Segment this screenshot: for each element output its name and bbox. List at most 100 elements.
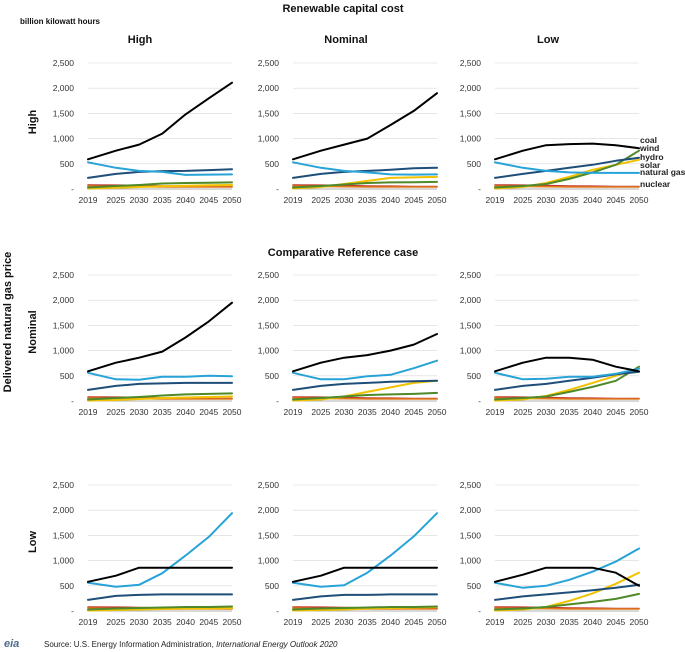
x-tick-label: 2050 — [223, 617, 242, 627]
x-tick-label: 2025 — [513, 617, 532, 627]
series-line-wind — [494, 149, 640, 189]
x-tick-label: 2050 — [428, 407, 447, 417]
panel-high-high: - 500 1,000 1,500 2,000 2,500 2019 2025 2030 2035… — [53, 58, 242, 205]
y-tick-label: 1,500 — [53, 530, 75, 540]
row-title-nominal: Nominal — [27, 310, 39, 353]
y-tick-label: 2,500 — [53, 270, 75, 280]
series-line-wind — [494, 592, 640, 611]
legend-entry-natural-gas: natural gas — [640, 167, 685, 177]
x-tick-label: 2045 — [606, 407, 625, 417]
y-tick-label: 500 — [60, 159, 74, 169]
x-tick-label: 2045 — [199, 195, 218, 205]
x-tick-label: 2045 — [199, 407, 218, 417]
y-tick-label: 500 — [265, 159, 279, 169]
y-tick-label: 1,500 — [460, 320, 482, 330]
figure-title: Renewable capital cost — [282, 3, 403, 15]
series-line-coal — [494, 356, 640, 373]
x-tick-label: 2025 — [311, 617, 330, 627]
series-line-coal — [292, 92, 438, 161]
series-line-coal — [494, 566, 640, 587]
series-line-natural-gas — [292, 512, 438, 588]
y-tick-label: 500 — [467, 581, 481, 591]
x-tick-label: 2045 — [606, 617, 625, 627]
x-tick-label: 2030 — [335, 195, 354, 205]
panel-low-nominal: - 500 1,000 1,500 2,000 2,500 2019 2025 2030 2035… — [258, 480, 447, 627]
y-tick-label: 2,500 — [258, 480, 280, 490]
x-tick-label: 2040 — [176, 617, 195, 627]
source-text: Source: U.S. Energy Information Administ… — [44, 640, 338, 649]
x-tick-label: 2030 — [335, 617, 354, 627]
y-tick-label: - — [478, 606, 481, 616]
y-tick-label: 1,000 — [258, 134, 280, 144]
x-tick-label: 2019 — [284, 617, 303, 627]
series-line-natural-gas — [292, 359, 438, 381]
y-tick-label: 1,500 — [258, 530, 280, 540]
series-line-wind — [87, 605, 233, 611]
y-tick-label: 500 — [60, 581, 74, 591]
x-tick-label: 2040 — [176, 195, 195, 205]
small-multiples: - 500 1,000 1,500 2,000 2,500 2019 2025 2030 2035… — [53, 58, 649, 627]
x-tick-label: 2030 — [537, 195, 556, 205]
y-tick-label: 2,000 — [460, 295, 482, 305]
y-tick-label: 1,000 — [258, 346, 280, 356]
x-tick-label: 2030 — [537, 617, 556, 627]
y-tick-label: 1,500 — [258, 108, 280, 118]
x-tick-label: 2030 — [130, 407, 149, 417]
series-line-natural-gas — [87, 371, 233, 381]
y-tick-label: 2,000 — [53, 295, 75, 305]
series-line-coal — [87, 566, 233, 583]
x-tick-label: 2050 — [630, 195, 649, 205]
column-title-low: Low — [537, 34, 559, 46]
x-tick-label: 2019 — [79, 617, 98, 627]
panel-nominal-low: - 500 1,000 1,500 2,000 2,500 2019 2025 2030 2035… — [460, 270, 649, 417]
series-line-natural-gas — [494, 367, 640, 381]
y-tick-label: 1,000 — [53, 556, 75, 566]
x-tick-label: 2050 — [428, 617, 447, 627]
panel-low-low: - 500 1,000 1,500 2,000 2,500 2019 2025 2030 2035… — [460, 480, 649, 627]
y-tick-label: 500 — [467, 159, 481, 169]
panel-nominal-nominal: - 500 1,000 1,500 2,000 2,500 2019 2025 2030 2035… — [258, 270, 447, 417]
series-line-coal — [292, 566, 438, 583]
series-line-hydro — [292, 379, 438, 391]
series-line-coal — [292, 333, 438, 373]
series-line-coal — [87, 301, 233, 373]
series-line-wind — [87, 392, 233, 401]
legend-entry-hydro: hydro — [640, 152, 664, 162]
x-tick-label: 2040 — [381, 617, 400, 627]
y-tick-label: 1,000 — [258, 556, 280, 566]
y-tick-label: 2,000 — [53, 83, 75, 93]
y-tick-label: 1,500 — [53, 320, 75, 330]
x-tick-label: 2050 — [223, 195, 242, 205]
x-tick-label: 2035 — [153, 195, 172, 205]
reference-case-title: Comparative Reference case — [268, 247, 418, 259]
source-italic: International Energy Outlook 2020 — [216, 640, 338, 649]
y-tick-label: 2,500 — [460, 270, 482, 280]
panel-high-nominal: - 500 1,000 1,500 2,000 2,500 2019 2025 2030 2035… — [258, 58, 447, 205]
eia-logo: eia — [4, 638, 19, 650]
source-prefix: Source: U.S. Energy Information Administ… — [44, 640, 216, 649]
series-line-hydro — [292, 166, 438, 179]
y-tick-label: 2,000 — [258, 83, 280, 93]
series-line-wind — [87, 181, 233, 189]
y-tick-label: - — [478, 184, 481, 194]
source-line: eia Source: U.S. Energy Information Admi… — [4, 638, 338, 650]
y-tick-label: 1,500 — [258, 320, 280, 330]
x-tick-label: 2025 — [106, 617, 125, 627]
y-tick-label: - — [276, 606, 279, 616]
x-tick-label: 2025 — [513, 195, 532, 205]
series-line-hydro — [292, 593, 438, 601]
row-title-high: High — [27, 110, 39, 135]
x-tick-label: 2019 — [486, 407, 505, 417]
column-title-high: High — [128, 34, 153, 46]
x-tick-label: 2040 — [583, 407, 602, 417]
y-tick-label: 2,000 — [460, 83, 482, 93]
y-tick-label: 2,000 — [258, 505, 280, 515]
y-tick-label: - — [71, 184, 74, 194]
series-line-hydro — [494, 156, 640, 179]
y-tick-label: 1,000 — [460, 556, 482, 566]
series-line-solar — [292, 379, 438, 402]
y-tick-label: - — [71, 396, 74, 406]
x-tick-label: 2045 — [404, 407, 423, 417]
y-tick-label: - — [276, 396, 279, 406]
